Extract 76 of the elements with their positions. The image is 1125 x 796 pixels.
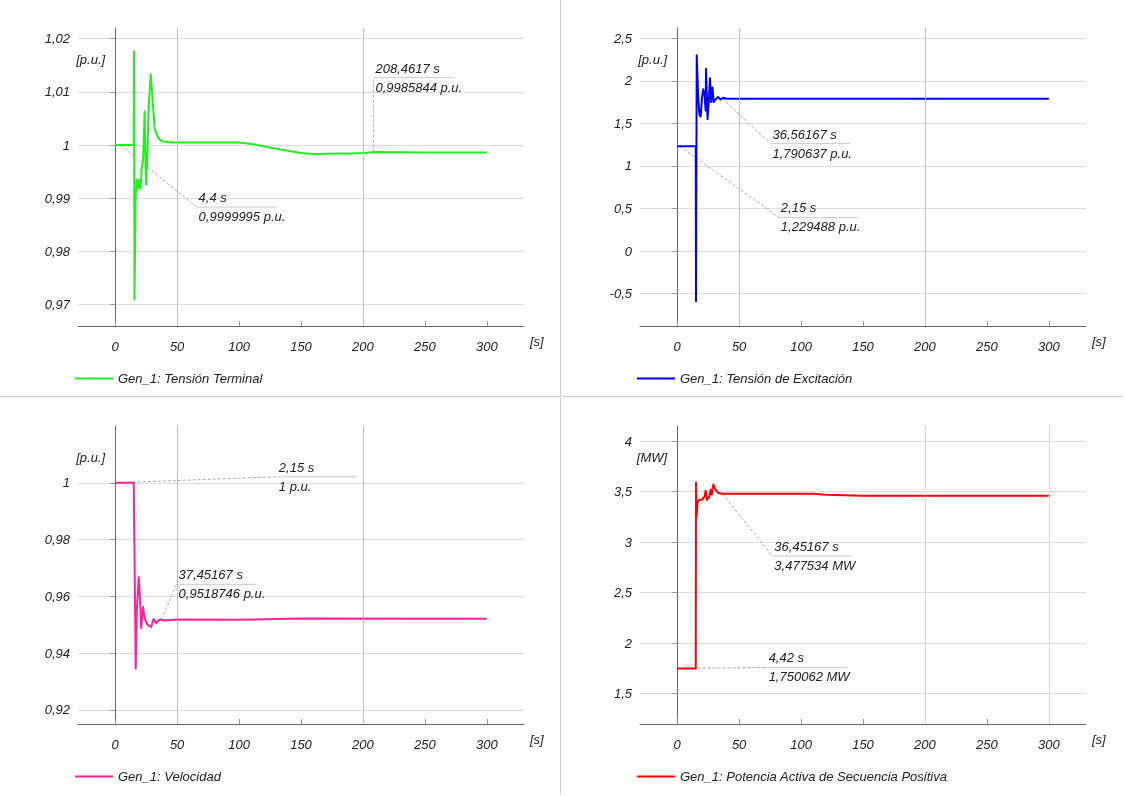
y-tick-label: 0,98 — [44, 532, 71, 548]
x-tick-label: 200 — [351, 737, 375, 752]
annotation: 4,4 s 0,9999995 p.u. — [198, 190, 286, 225]
y-tick-label: 0,94 — [44, 645, 70, 661]
x-axis-title: [s] — [1091, 732, 1107, 747]
y-tick-label: 0 — [624, 243, 633, 259]
x-tick-label: 200 — [913, 339, 937, 354]
legend-label: Gen_1: Velocidad — [118, 769, 222, 784]
x-tick-label: 150 — [852, 339, 875, 354]
y-tick-label: 0,92 — [44, 702, 71, 718]
x-tick-label: 150 — [290, 737, 313, 752]
annotation: 36,56167 s 1,790637 p.u. — [772, 126, 852, 161]
y-tick-label: -0,5 — [609, 286, 633, 302]
y-axis-title: [p.u.] — [75, 450, 106, 465]
y-tick-label: 3 — [624, 534, 633, 550]
y-tick-label: 1,5 — [613, 686, 633, 702]
annotation: 2,15 s 1,229488 p.u. — [779, 200, 861, 235]
y-tick-label: 2 — [623, 73, 633, 89]
x-tick-label: 100 — [790, 339, 813, 354]
x-tick-label: 50 — [169, 737, 186, 752]
x-tick-label: 0 — [673, 737, 682, 752]
y-tick-label: 3,5 — [613, 484, 633, 500]
x-axis-title: [s] — [529, 732, 545, 747]
y-tick-label: 0,99 — [44, 190, 70, 206]
annotation: 2,15 s 1 p.u. — [277, 459, 315, 494]
x-axis-title: [s] — [1091, 334, 1107, 349]
y-axis-title: [p.u.] — [637, 52, 668, 67]
y-tick-label: 2 — [623, 635, 633, 651]
y-tick-label: 2,5 — [612, 30, 633, 46]
x-tick-label: 0 — [673, 339, 682, 354]
line-series — [676, 54, 1050, 303]
x-tick-label: 250 — [413, 339, 437, 354]
x-tick-label: 200 — [913, 737, 937, 752]
x-tick-label: 150 — [852, 737, 875, 752]
y-tick-label: 1,02 — [44, 31, 71, 47]
x-tick-label: 300 — [475, 339, 499, 354]
y-tick-label: 1,01 — [44, 84, 70, 100]
line-series — [676, 481, 1050, 670]
x-tick-label: 50 — [731, 339, 748, 354]
x-tick-label: 250 — [413, 737, 437, 752]
x-tick-label: 50 — [169, 339, 186, 354]
line-series — [114, 50, 488, 301]
x-tick-label: 300 — [475, 737, 499, 752]
x-axis-title: [s] — [529, 334, 545, 349]
line-series — [114, 481, 488, 670]
x-tick-label: 100 — [228, 737, 251, 752]
x-tick-label: 100 — [790, 737, 813, 752]
y-tick-label: 2,5 — [612, 585, 633, 601]
y-tick-label: 4 — [624, 433, 632, 449]
y-tick-label: 1 — [62, 475, 70, 491]
x-tick-label: 250 — [975, 339, 999, 354]
legend-label: Gen_1: Tensión Terminal — [118, 371, 264, 386]
annotation: 37,45167 s 0,9518746 p.u. — [178, 567, 266, 602]
legend-label: Gen_1: Tensión de Excitación — [680, 371, 853, 386]
x-tick-label: 200 — [351, 339, 375, 354]
y-tick-label: 1 — [62, 137, 70, 153]
y-tick-label: 1,5 — [613, 115, 633, 131]
y-tick-label: 1 — [624, 158, 632, 174]
x-tick-label: 300 — [1037, 737, 1061, 752]
x-tick-label: 250 — [975, 737, 999, 752]
y-tick-label: 0,98 — [44, 244, 71, 259]
y-tick-label: 0,96 — [44, 588, 71, 604]
annotation: 4,42 s 1,750062 MW — [768, 650, 852, 685]
y-tick-label: 0,97 — [44, 297, 71, 313]
y-tick-label: 0,5 — [613, 201, 633, 216]
x-tick-label: 50 — [731, 737, 748, 752]
legend-label: Gen_1: Potencia Activa de Secuencia Positiva — [680, 769, 947, 784]
x-tick-label: 0 — [111, 339, 120, 354]
x-tick-label: 0 — [111, 737, 120, 752]
x-tick-label: 100 — [228, 339, 251, 354]
y-axis-title: [p.u.] — [75, 52, 106, 67]
annotation: 36,45167 s 3,477534 MW — [774, 538, 857, 573]
x-tick-label: 300 — [1037, 339, 1061, 354]
x-tick-label: 150 — [290, 339, 313, 354]
y-axis-title: [MW] — [635, 450, 668, 465]
annotation: 208,4617 s 0,9985844 p.u. — [374, 60, 463, 95]
